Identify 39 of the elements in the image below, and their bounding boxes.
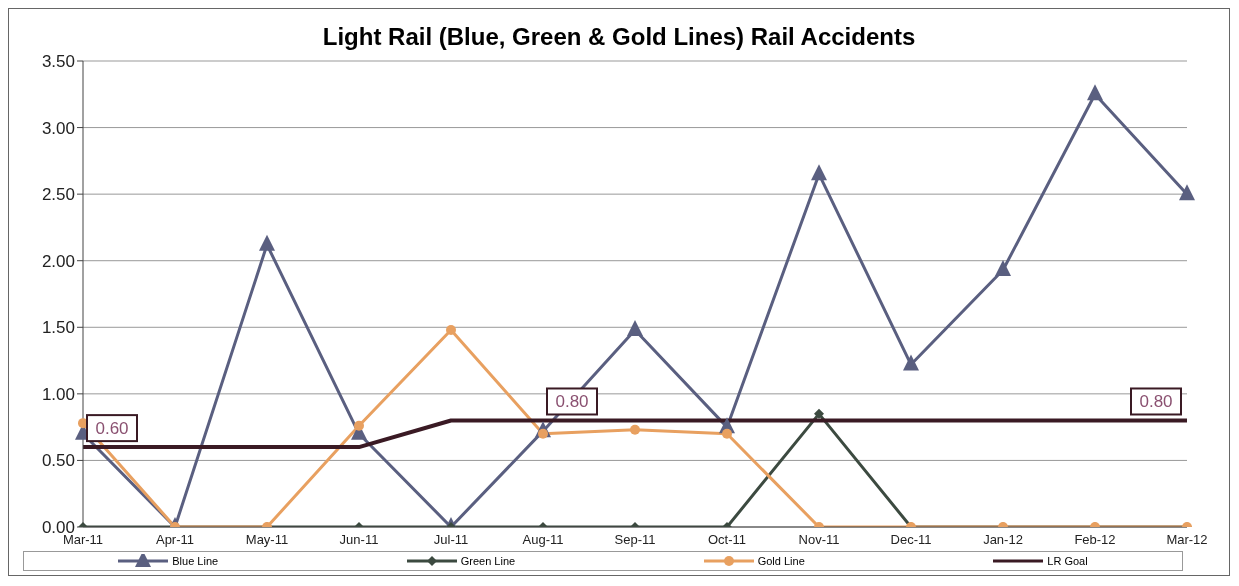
x-tick-label: Sep-11 [614, 532, 656, 548]
point [1087, 84, 1103, 101]
x-tick-label: Jun-11 [339, 532, 379, 548]
data-label: 0.60 [95, 419, 129, 439]
x-tick-label: Apr-11 [155, 532, 195, 548]
x-tick-label: Aug-11 [522, 532, 564, 548]
x-tick-label: Oct-11 [707, 532, 747, 548]
x-tick-label: Mar-12 [1166, 532, 1208, 548]
chart-title: Light Rail (Blue, Green & Gold Lines) Rail Accidents [322, 23, 916, 50]
point [722, 428, 732, 439]
point [995, 260, 1011, 277]
point [354, 420, 364, 431]
point [627, 319, 643, 336]
y-tick-label: 3.00 [41, 118, 75, 138]
legend-label: LR Goal [1047, 555, 1088, 567]
point [1179, 184, 1195, 201]
legend-label: Green Line [460, 555, 516, 567]
y-tick-label: 2.00 [41, 251, 75, 271]
x-tick-label: Dec-11 [890, 532, 932, 548]
x-tick-label: May-11 [245, 532, 289, 548]
point [814, 408, 824, 419]
x-tick-label: Jul-11 [433, 532, 469, 548]
x-tick-label: Nov-11 [798, 532, 840, 548]
x-tick-label: Jan-12 [983, 532, 1023, 548]
y-tick-label: 1.50 [41, 318, 75, 338]
legend-label: Gold Line [757, 555, 805, 567]
point [811, 164, 827, 181]
y-tick-label: 2.50 [41, 185, 75, 205]
y-tick-label: 1.00 [41, 384, 75, 404]
point [903, 354, 919, 371]
point [446, 324, 456, 335]
point [630, 424, 640, 435]
data-label: 0.80 [555, 392, 589, 412]
legend-label: Blue Line [172, 555, 219, 567]
x-tick-label: Feb-12 [1074, 532, 1116, 548]
point [259, 234, 275, 251]
data-label: 0.80 [1139, 392, 1173, 412]
y-tick-label: 0.50 [41, 451, 75, 471]
y-tick-label: 3.50 [41, 52, 75, 72]
